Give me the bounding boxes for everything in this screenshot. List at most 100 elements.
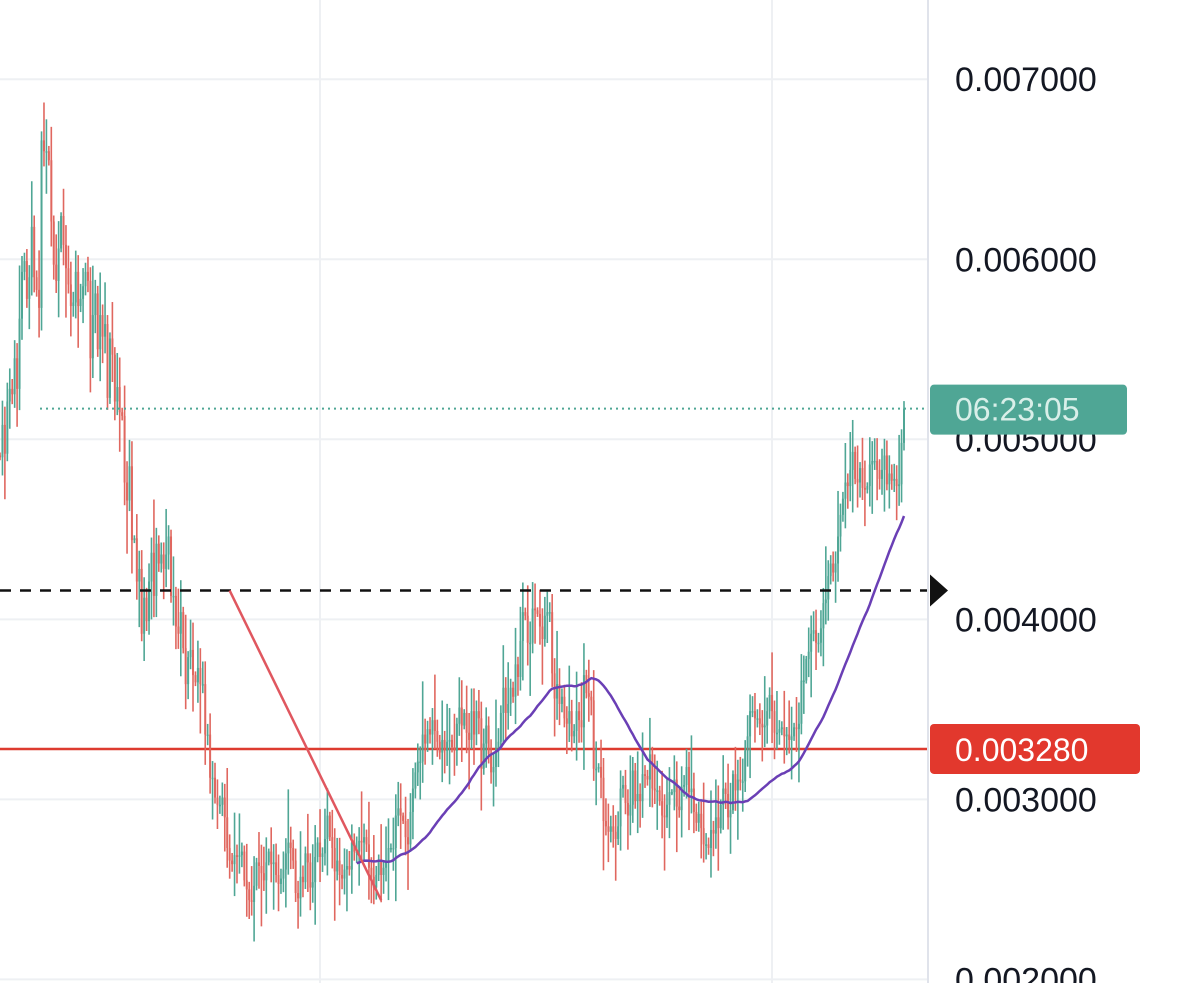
- candle-body: [421, 734, 424, 762]
- price-axis-label: 0.002000: [955, 961, 1097, 983]
- drawings-layer[interactable]: [0, 407, 948, 901]
- candle-body: [360, 840, 363, 843]
- candle-body: [639, 793, 642, 802]
- candle-body: [370, 867, 373, 877]
- candle-body: [248, 889, 251, 901]
- candle-body: [86, 271, 89, 281]
- candle-body: [174, 595, 177, 627]
- candle-body: [578, 711, 581, 721]
- candle-body: [443, 739, 446, 751]
- candle-body: [404, 820, 407, 838]
- candle-body: [399, 808, 402, 816]
- candle-body: [257, 862, 260, 866]
- candle-body: [751, 711, 754, 713]
- candle-body: [74, 271, 77, 303]
- candle-body: [453, 747, 456, 751]
- candle-body: [33, 226, 36, 278]
- candle-body: [846, 482, 849, 487]
- candle-body: [363, 837, 366, 843]
- candle-body: [243, 851, 246, 881]
- candle-body: [470, 711, 473, 740]
- candle-body: [597, 766, 600, 769]
- candle-body: [192, 649, 195, 676]
- candle-body: [8, 388, 11, 402]
- candle-body: [145, 597, 148, 622]
- candle-body: [235, 855, 238, 857]
- candle-body: [822, 603, 825, 629]
- candle-body: [64, 244, 67, 269]
- candle-body: [214, 777, 217, 798]
- candle-body: [389, 847, 392, 850]
- candle-body: [233, 855, 236, 865]
- moving-average-line[interactable]: [356, 515, 906, 865]
- candle-body: [834, 563, 837, 573]
- candle-body: [30, 226, 33, 278]
- candle-body: [680, 786, 683, 811]
- candle-body: [382, 867, 385, 875]
- candle-body: [50, 160, 53, 222]
- candle-body: [634, 770, 637, 802]
- candle-body: [375, 874, 378, 888]
- candle-body: [79, 298, 82, 307]
- trendline[interactable]: [228, 589, 383, 901]
- candle-body: [722, 788, 725, 805]
- candle-body: [844, 482, 847, 499]
- candle-body: [218, 804, 221, 807]
- candle-body: [785, 734, 788, 737]
- candles-layer: [0, 102, 905, 942]
- candle-body: [793, 727, 796, 737]
- candle-body: [123, 415, 126, 483]
- candle-body: [130, 466, 133, 541]
- candle-body: [55, 264, 58, 281]
- candle-body: [160, 554, 163, 564]
- candle-body: [553, 673, 556, 699]
- candle-body: [126, 482, 129, 501]
- candle-body: [377, 860, 380, 875]
- candle-body: [409, 811, 412, 845]
- candle-body: [477, 711, 480, 719]
- candle-body: [692, 788, 695, 812]
- candle-body: [446, 741, 449, 751]
- candle-body: [6, 401, 9, 454]
- candle-body: [319, 842, 322, 857]
- candle-body: [1, 424, 4, 458]
- candle-body: [609, 826, 612, 832]
- candle-body: [509, 687, 512, 704]
- candle-body: [763, 725, 766, 728]
- candle-body: [482, 743, 485, 769]
- moving-average-layer[interactable]: [356, 515, 906, 865]
- candle-body: [40, 140, 43, 308]
- candle-body: [206, 734, 209, 737]
- candle-body: [888, 473, 891, 485]
- candle-body: [72, 302, 75, 307]
- candle-body: [768, 694, 771, 712]
- candle-body: [199, 667, 202, 685]
- candle-body: [893, 478, 896, 481]
- price-axis-label: 0.006000: [955, 241, 1097, 279]
- candle-body: [279, 878, 282, 884]
- candle-body: [20, 271, 23, 319]
- candle-body: [783, 727, 786, 737]
- candle-body: [795, 727, 798, 730]
- candle-body: [565, 718, 568, 724]
- candle-body: [196, 667, 199, 683]
- price-axis[interactable]: 0.0070000.0060000.0050000.0040000.003000…: [927, 0, 1097, 983]
- candle-body: [502, 687, 505, 713]
- candle-body: [859, 468, 862, 483]
- candle-body: [338, 860, 341, 875]
- candle-body: [255, 862, 258, 886]
- candle-body: [868, 464, 871, 487]
- candle-body: [512, 687, 515, 697]
- candle-body: [143, 597, 146, 634]
- candle-body: [424, 734, 427, 744]
- candle-body: [790, 736, 793, 740]
- candle-body: [485, 725, 488, 744]
- candle-body: [644, 774, 647, 776]
- candle-body: [702, 828, 705, 845]
- candle-body: [854, 451, 857, 479]
- candle-body: [807, 651, 810, 659]
- candle-body: [306, 853, 309, 863]
- candle-body: [18, 318, 21, 389]
